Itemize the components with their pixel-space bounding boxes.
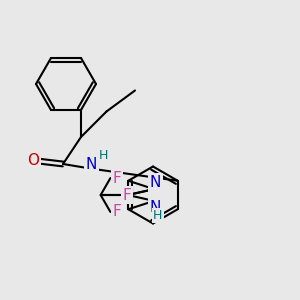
Text: F: F: [122, 188, 131, 202]
Text: F: F: [112, 171, 122, 186]
Text: O: O: [27, 153, 39, 168]
Text: N: N: [150, 200, 161, 215]
Text: F: F: [112, 204, 122, 219]
Text: H: H: [153, 209, 162, 222]
Text: H: H: [99, 149, 108, 162]
Text: N: N: [150, 175, 161, 190]
Text: N: N: [86, 157, 97, 172]
